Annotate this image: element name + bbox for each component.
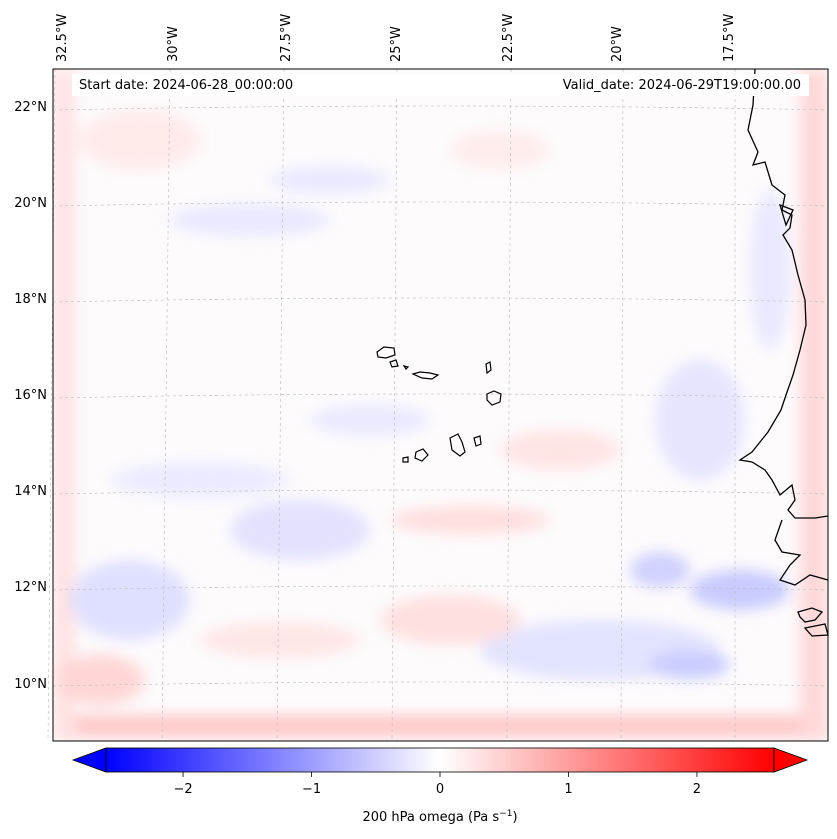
colorbar: −2 −1 0 1 2 200 hPa omega (Pa s−1) [71, 747, 809, 825]
colorbar-high-extend [773, 747, 809, 773]
island-sal [485, 361, 492, 375]
island-brava [402, 456, 409, 463]
island-fogo [414, 448, 429, 462]
gridlines [47, 68, 829, 742]
cape-verde-islands [376, 346, 502, 463]
latitude-labels: 22°N 20°N 18°N 16°N 14°N 12°N 10°N [14, 100, 47, 692]
colorbar-ticks: −2 −1 0 1 2 [173, 772, 701, 797]
lon-label: 20°W [610, 26, 625, 62]
colorbar-label: 200 hPa omega (Pa s−1) [362, 809, 517, 825]
lat-label: 22°N [14, 100, 47, 115]
island-boa-vista [486, 390, 502, 406]
header-strip [72, 74, 809, 96]
start-date-label: Start date: 2024-06-28_00:00:00 [79, 78, 294, 93]
lat-label: 14°N [14, 484, 47, 499]
lat-label: 18°N [14, 292, 47, 307]
island-sao-nicolau [411, 371, 440, 380]
island-santiago [449, 433, 466, 457]
lon-label: 25°W [389, 26, 404, 62]
island-maio [473, 435, 482, 447]
lat-label: 12°N [14, 580, 47, 595]
colorbar-low-extend [71, 747, 107, 773]
africa-coastline [738, 68, 829, 519]
lon-label: 27.5°W [279, 14, 294, 62]
island-santa-luzia [402, 365, 410, 370]
lon-label: 22.5°W [501, 14, 516, 62]
colorbar-tick-label: 2 [693, 782, 701, 797]
omega-field [53, 69, 828, 741]
island-santo-antao [376, 346, 396, 359]
colorbar-tick-label: −1 [302, 782, 321, 797]
map-panel [47, 68, 829, 742]
map-frame [52, 68, 829, 742]
colorbar-tick-label: 0 [436, 782, 444, 797]
colorbar-gradient [105, 747, 775, 773]
island-sao-vicente [389, 359, 399, 368]
coastlines [738, 68, 829, 637]
lat-label: 20°N [14, 196, 47, 211]
colorbar-tick-label: −2 [173, 782, 192, 797]
lat-label: 10°N [14, 677, 47, 692]
lon-label: 32.5°W [55, 14, 70, 62]
lon-label: 17.5°W [722, 14, 737, 62]
valid-date-label: Valid_date: 2024-06-29T19:00:00.00 [562, 78, 801, 93]
lat-label: 16°N [14, 388, 47, 403]
colorbar-tick-label: 1 [564, 782, 572, 797]
lon-label: 30°W [166, 26, 181, 62]
longitude-labels: 32.5°W 30°W 27.5°W 25°W 22.5°W 20°W 17.5… [55, 14, 737, 62]
